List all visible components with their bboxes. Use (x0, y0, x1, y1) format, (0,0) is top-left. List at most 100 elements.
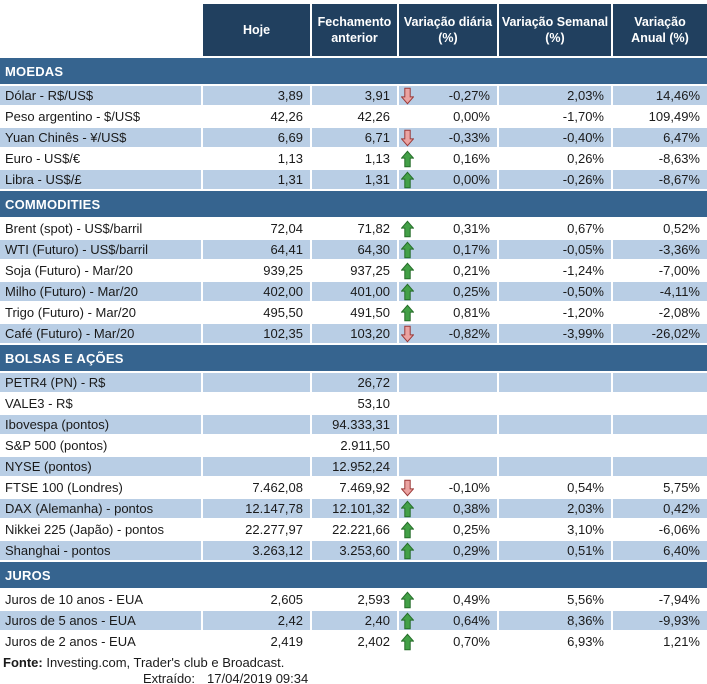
variacao-diaria-value: -0,10% (399, 478, 499, 497)
variacao-diaria-value: 0,70% (399, 632, 499, 651)
fechamento-value: 12.101,32 (312, 499, 399, 518)
variacao-diaria-text: 0,17% (453, 242, 490, 257)
table-row: Peso argentino - $/US$ 42,26 42,26 0,00% -1,… (0, 107, 707, 126)
fechamento-value: 937,25 (312, 261, 399, 280)
footer: Fonte: Investing.com, Trader's club e Br… (0, 653, 707, 684)
table-row: Juros de 10 anos - EUA 2,605 2,593 0,49% 5,5… (0, 590, 707, 609)
variacao-diaria-text: 0,25% (453, 522, 490, 537)
variacao-diaria-value: 0,16% (399, 149, 499, 168)
market-table: Hoje Fechamento anterior Variação diária (… (0, 2, 707, 653)
variacao-anual-value: 0,42% (613, 499, 707, 518)
variacao-semanal-value: -0,50% (499, 282, 613, 301)
section-header-juros: JUROS (0, 562, 707, 588)
down-arrow-icon (401, 129, 414, 146)
variacao-anual-value (613, 457, 707, 476)
table-row: PETR4 (PN) - R$ 26,72 (0, 373, 707, 392)
variacao-diaria-text: 0,81% (453, 305, 490, 320)
variacao-semanal-value (499, 457, 613, 476)
fechamento-value: 22.221,66 (312, 520, 399, 539)
row-label: Café (Futuro) - Mar/20 (0, 324, 203, 343)
variacao-diaria-text: 0,49% (453, 592, 490, 607)
row-label: S&P 500 (pontos) (0, 436, 203, 455)
down-arrow-icon (401, 87, 414, 104)
hoje-value: 2,605 (203, 590, 312, 609)
corner-cell (0, 4, 203, 56)
fechamento-value: 26,72 (312, 373, 399, 392)
table-row: Juros de 5 anos - EUA 2,42 2,40 0,64% 8,36% -… (0, 611, 707, 630)
source-note: Fonte: Investing.com, Trader's club e Br… (3, 655, 707, 671)
variacao-diaria-value: -0,27% (399, 86, 499, 105)
fechamento-value: 71,82 (312, 219, 399, 238)
fechamento-value: 3.253,60 (312, 541, 399, 560)
table-row: Dólar - R$/US$ 3,89 3,91 -0,27% 2,03% 14,46% (0, 86, 707, 105)
variacao-anual-value (613, 436, 707, 455)
variacao-anual-value: -3,36% (613, 240, 707, 259)
fechamento-value: 12.952,24 (312, 457, 399, 476)
variacao-diaria-text: 0,00% (453, 109, 490, 124)
section-row-moedas: MOEDAS (0, 58, 707, 84)
fechamento-value: 2,402 (312, 632, 399, 651)
variacao-diaria-value: 0,81% (399, 303, 499, 322)
variacao-diaria-value: 0,29% (399, 541, 499, 560)
up-arrow-icon (401, 633, 414, 650)
variacao-diaria-value: 0,25% (399, 520, 499, 539)
hoje-value: 495,50 (203, 303, 312, 322)
variacao-semanal-value: -1,20% (499, 303, 613, 322)
table-row: DAX (Alemanha) - pontos 12.147,78 12.101,3… (0, 499, 707, 518)
fechamento-value: 103,20 (312, 324, 399, 343)
fechamento-value: 42,26 (312, 107, 399, 126)
variacao-anual-value: -6,06% (613, 520, 707, 539)
variacao-semanal-value: -0,40% (499, 128, 613, 147)
hoje-value: 2,419 (203, 632, 312, 651)
row-label: Juros de 10 anos - EUA (0, 590, 203, 609)
variacao-semanal-value: 2,03% (499, 86, 613, 105)
row-label: PETR4 (PN) - R$ (0, 373, 203, 392)
variacao-semanal-value: 8,36% (499, 611, 613, 630)
variacao-diaria-text: 0,00% (453, 172, 490, 187)
variacao-diaria-text: -0,82% (448, 326, 490, 341)
variacao-diaria-value (399, 457, 499, 476)
table-row: WTI (Futuro) - US$/barril 64,41 64,30 0,17%… (0, 240, 707, 259)
table-row: Nikkei 225 (Japão) - pontos 22.277,97 22.2… (0, 520, 707, 539)
variacao-anual-value: 109,49% (613, 107, 707, 126)
hoje-value: 64,41 (203, 240, 312, 259)
section-header-bolsas-e-acoes: BOLSAS E AÇÕES (0, 345, 707, 371)
fechamento-value: 53,10 (312, 394, 399, 413)
variacao-semanal-value (499, 373, 613, 392)
variacao-semanal-value: 0,51% (499, 541, 613, 560)
variacao-anual-value: 0,52% (613, 219, 707, 238)
table-row: Café (Futuro) - Mar/20 102,35 103,20 -0,82%… (0, 324, 707, 343)
table-row: Libra - US$/£ 1,31 1,31 0,00% -0,26% -8,67% (0, 170, 707, 189)
variacao-anual-value: -2,08% (613, 303, 707, 322)
table-row: Juros de 2 anos - EUA 2,419 2,402 0,70% 6,93… (0, 632, 707, 651)
variacao-anual-value: 1,21% (613, 632, 707, 651)
hoje-value: 3.263,12 (203, 541, 312, 560)
hoje-value: 402,00 (203, 282, 312, 301)
variacao-semanal-value: -0,26% (499, 170, 613, 189)
fechamento-value: 3,91 (312, 86, 399, 105)
hoje-value: 7.462,08 (203, 478, 312, 497)
section-header-moedas: MOEDAS (0, 58, 707, 84)
variacao-semanal-value: 5,56% (499, 590, 613, 609)
variacao-diaria-value (399, 394, 499, 413)
source-label: Fonte: (3, 655, 43, 670)
variacao-diaria-value (399, 373, 499, 392)
column-header-variacao-diaria: Variação diária (%) (399, 4, 499, 56)
table-row: Ibovespa (pontos) 94.333,31 (0, 415, 707, 434)
column-header-fechamento-anterior: Fechamento anterior (312, 4, 399, 56)
hoje-value (203, 373, 312, 392)
variacao-diaria-text: -0,27% (448, 88, 490, 103)
variacao-semanal-value: -0,05% (499, 240, 613, 259)
up-arrow-icon (401, 283, 414, 300)
row-label: Yuan Chinês - ¥/US$ (0, 128, 203, 147)
variacao-diaria-text: 0,29% (453, 543, 490, 558)
row-label: Trigo (Futuro) - Mar/20 (0, 303, 203, 322)
up-arrow-icon (401, 591, 414, 608)
up-arrow-icon (401, 612, 414, 629)
row-label: Milho (Futuro) - Mar/20 (0, 282, 203, 301)
up-arrow-icon (401, 241, 414, 258)
column-header-variacao-anual: Variação Anual (%) (613, 4, 707, 56)
hoje-value: 939,25 (203, 261, 312, 280)
hoje-value: 42,26 (203, 107, 312, 126)
variacao-diaria-text: -0,10% (448, 480, 490, 495)
